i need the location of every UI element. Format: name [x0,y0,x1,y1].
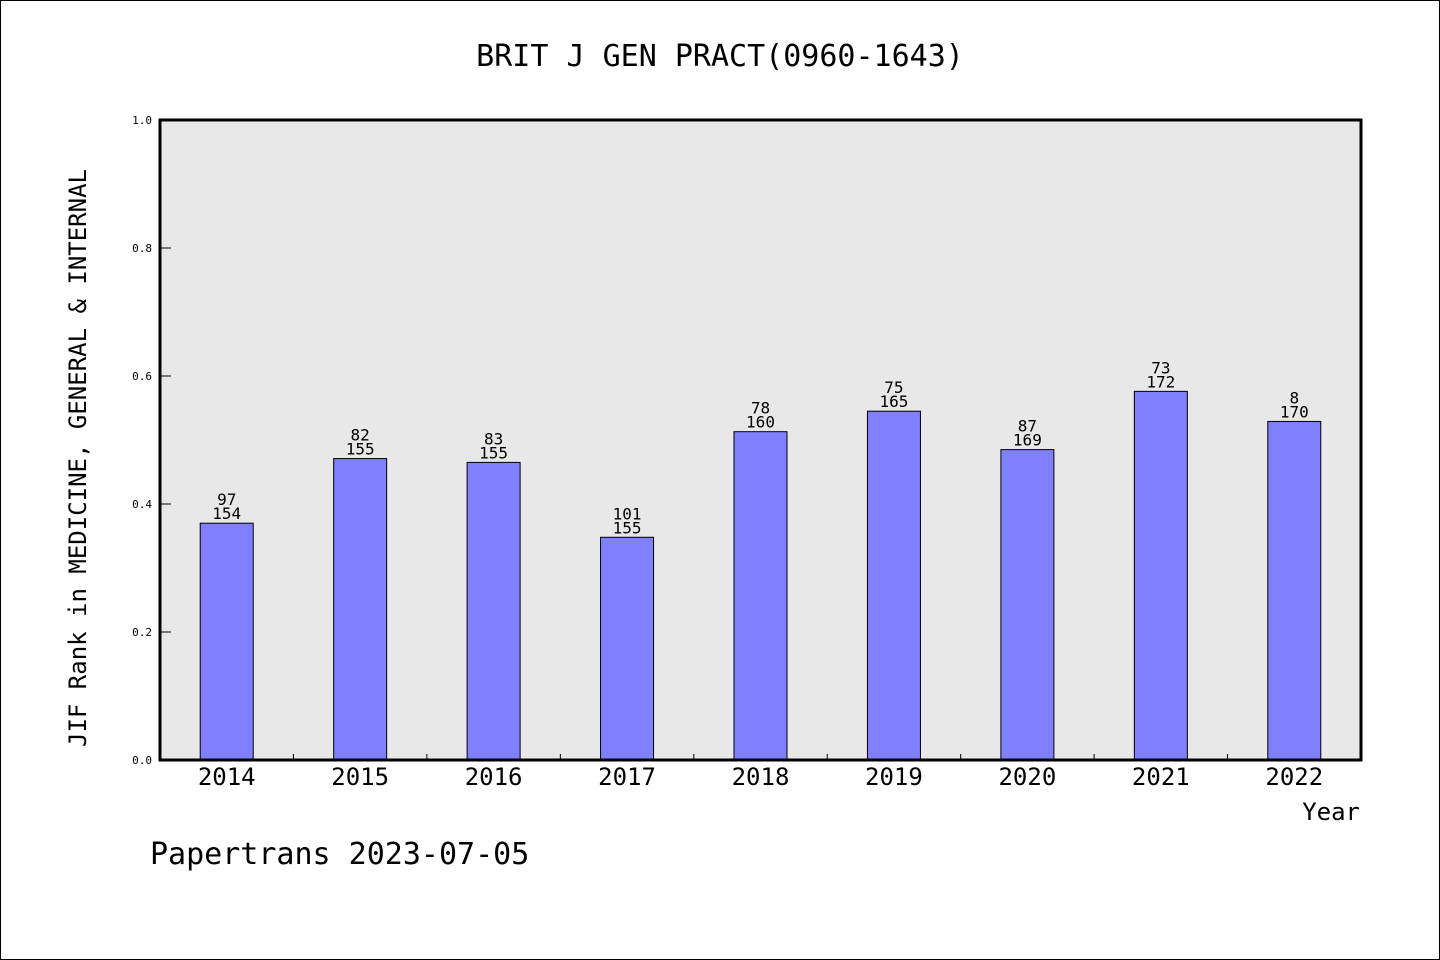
x-tick-label: 2016 [465,763,523,791]
plot-border [158,118,1363,762]
bar [866,410,921,761]
bar [1267,420,1322,761]
bar-total-label: 165 [879,392,908,411]
x-tick-label: 2015 [331,763,389,791]
x-tick-label: 2014 [198,763,256,791]
bar-rank-label: 8 [1289,388,1299,407]
y-tick-label: 0.0 [132,754,152,767]
y-axis-label: JIF Rank in MEDICINE, GENERAL & INTERNAL [64,169,92,747]
bar [733,431,788,761]
bar-total-label: 155 [346,440,375,459]
y-tick-label: 1.0 [132,114,152,127]
x-tick-label: 2017 [598,763,656,791]
bar [1000,449,1055,761]
x-tick-label: 2022 [1265,763,1323,791]
bar [333,458,388,761]
bar [600,536,655,761]
bar [199,522,254,761]
x-axis-ticks: 2014 2015 2016 2017 2018 2019 2020 2021 2022 [198,754,1323,791]
x-tick-label: 2021 [1132,763,1190,791]
y-axis-ticks: 0.0 0.2 0.4 0.6 0.8 1.0 [132,114,171,767]
bar-labels-group: 9715482155831551011557816075165871697317… [212,358,1308,537]
bar-total-label: 170 [1280,402,1309,421]
bar-total-label: 160 [746,413,775,432]
y-tick-label: 0.6 [132,370,152,383]
chart-title: BRIT J GEN PRACT(0960-1643) [476,39,964,74]
x-tick-label: 2020 [998,763,1056,791]
y-tick-label: 0.4 [132,498,152,511]
x-tick-label: 2019 [865,763,923,791]
bar [466,461,521,761]
footer-credit: Papertrans 2023-07-05 [150,837,529,872]
bar-rank-label: 78 [751,399,770,418]
bar-rank-label: 82 [351,426,370,445]
y-tick-label: 0.8 [132,242,152,255]
bar-rank-label: 75 [884,378,903,397]
bar-total-label: 154 [212,504,241,523]
bar-rank-label: 101 [613,504,642,523]
y-tick-label: 0.2 [132,626,152,639]
bars-group [199,390,1322,761]
bar-rank-label: 73 [1151,358,1170,377]
bar [1133,390,1188,761]
x-axis-label: Year [1302,798,1360,826]
bar-total-label: 172 [1146,372,1175,391]
bar-rank-label: 87 [1018,417,1037,436]
bar-total-label: 155 [479,443,508,462]
x-tick-label: 2018 [732,763,790,791]
bar-rank-label: 97 [217,490,236,509]
bar-rank-label: 83 [484,429,503,448]
bar-total-label: 169 [1013,431,1042,450]
bar-total-label: 155 [613,518,642,537]
